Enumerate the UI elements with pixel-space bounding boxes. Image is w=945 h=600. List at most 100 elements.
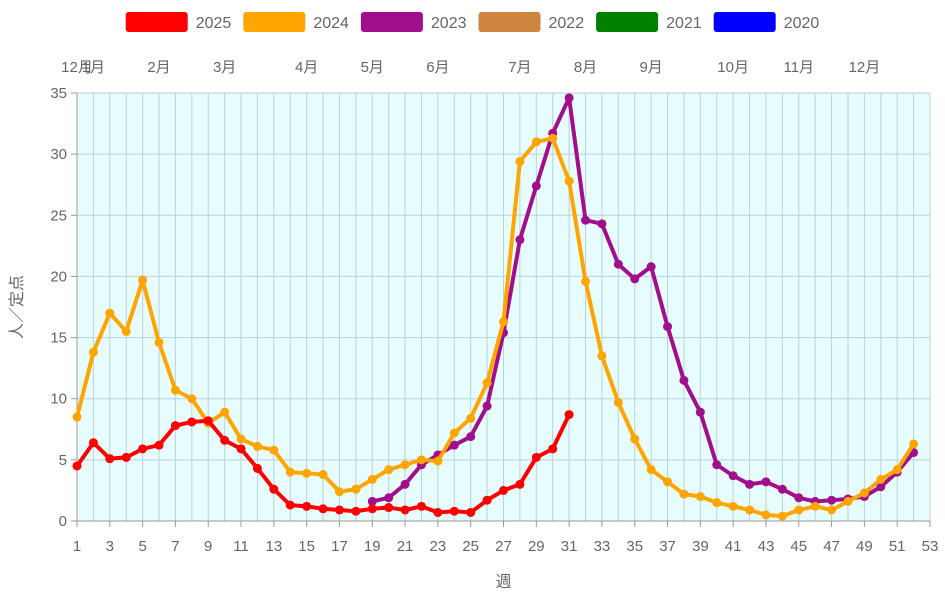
data-point[interactable] (728, 501, 738, 511)
data-point[interactable] (679, 375, 689, 385)
data-point[interactable] (531, 452, 541, 462)
data-point[interactable] (630, 434, 640, 444)
data-point[interactable] (613, 259, 623, 269)
data-point[interactable] (827, 505, 837, 515)
data-point[interactable] (564, 176, 574, 186)
data-point[interactable] (269, 484, 279, 494)
data-point[interactable] (72, 461, 82, 471)
data-point[interactable] (794, 493, 804, 503)
data-point[interactable] (777, 511, 787, 521)
data-point[interactable] (679, 489, 689, 499)
data-point[interactable] (663, 322, 673, 332)
data-point[interactable] (367, 474, 377, 484)
data-point[interactable] (482, 378, 492, 388)
data-point[interactable] (220, 407, 230, 417)
data-point[interactable] (400, 460, 410, 470)
data-point[interactable] (252, 463, 262, 473)
data-point[interactable] (433, 456, 443, 466)
data-point[interactable] (581, 276, 591, 286)
data-point[interactable] (88, 347, 98, 357)
data-point[interactable] (515, 235, 525, 245)
data-point[interactable] (449, 440, 459, 450)
data-point[interactable] (384, 493, 394, 503)
data-point[interactable] (499, 485, 508, 495)
data-point[interactable] (187, 417, 197, 427)
data-point[interactable] (761, 477, 771, 487)
data-point[interactable] (859, 488, 869, 498)
data-point[interactable] (252, 441, 262, 451)
data-point[interactable] (121, 326, 131, 336)
data-point[interactable] (761, 510, 771, 520)
data-point[interactable] (695, 407, 705, 417)
legend-item[interactable]: 2021 (596, 12, 702, 32)
data-point[interactable] (318, 504, 328, 514)
data-point[interactable] (777, 484, 787, 494)
data-point[interactable] (564, 93, 574, 103)
data-point[interactable] (827, 495, 837, 505)
data-point[interactable] (466, 507, 476, 517)
legend-item[interactable]: 2022 (478, 12, 585, 32)
data-point[interactable] (318, 470, 328, 480)
data-point[interactable] (695, 492, 705, 502)
data-point[interactable] (269, 445, 279, 455)
data-point[interactable] (564, 410, 574, 420)
data-point[interactable] (745, 479, 755, 489)
data-point[interactable] (72, 412, 82, 422)
legend-item[interactable]: 2024 (243, 12, 349, 32)
data-point[interactable] (334, 505, 344, 515)
data-point[interactable] (745, 505, 755, 515)
data-point[interactable] (433, 507, 443, 517)
data-point[interactable] (154, 337, 164, 347)
data-point[interactable] (810, 501, 820, 511)
data-point[interactable] (187, 394, 197, 404)
data-point[interactable] (170, 421, 180, 431)
data-point[interactable] (384, 503, 394, 513)
data-point[interactable] (531, 181, 541, 191)
data-point[interactable] (449, 428, 459, 438)
data-point[interactable] (663, 477, 673, 487)
data-point[interactable] (170, 385, 180, 395)
data-point[interactable] (138, 444, 148, 454)
data-point[interactable] (843, 496, 853, 506)
data-point[interactable] (416, 455, 426, 465)
data-point[interactable] (367, 496, 377, 506)
data-point[interactable] (876, 474, 886, 484)
data-point[interactable] (236, 444, 246, 454)
data-point[interactable] (367, 504, 377, 514)
data-point[interactable] (449, 506, 459, 516)
data-point[interactable] (285, 500, 295, 510)
data-point[interactable] (105, 454, 115, 464)
data-point[interactable] (121, 452, 131, 462)
data-point[interactable] (466, 432, 476, 442)
data-point[interactable] (482, 495, 492, 505)
data-point[interactable] (613, 397, 623, 407)
data-point[interactable] (728, 471, 738, 481)
legend-item[interactable]: 2023 (360, 12, 467, 32)
data-point[interactable] (466, 413, 476, 423)
data-point[interactable] (302, 468, 312, 478)
data-point[interactable] (154, 440, 164, 450)
data-point[interactable] (515, 156, 525, 166)
data-point[interactable] (88, 438, 98, 448)
data-point[interactable] (105, 308, 115, 318)
data-point[interactable] (712, 460, 722, 470)
data-point[interactable] (712, 498, 722, 508)
data-point[interactable] (351, 506, 361, 516)
data-point[interactable] (334, 487, 344, 497)
data-point[interactable] (548, 444, 558, 454)
data-point[interactable] (400, 479, 410, 489)
data-point[interactable] (203, 416, 213, 426)
legend-item[interactable]: 2020 (713, 12, 820, 32)
data-point[interactable] (597, 351, 607, 361)
data-point[interactable] (285, 467, 295, 477)
data-point[interactable] (400, 505, 410, 515)
data-point[interactable] (597, 219, 607, 229)
data-point[interactable] (351, 484, 361, 494)
data-point[interactable] (630, 274, 640, 284)
data-point[interactable] (876, 482, 886, 492)
data-point[interactable] (515, 479, 525, 489)
data-point[interactable] (236, 434, 246, 444)
data-point[interactable] (909, 439, 919, 449)
data-point[interactable] (646, 465, 656, 475)
data-point[interactable] (548, 133, 558, 143)
